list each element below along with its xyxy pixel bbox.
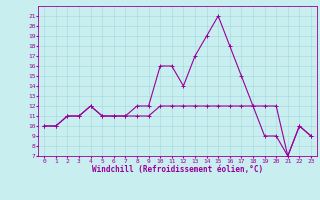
X-axis label: Windchill (Refroidissement éolien,°C): Windchill (Refroidissement éolien,°C) xyxy=(92,165,263,174)
